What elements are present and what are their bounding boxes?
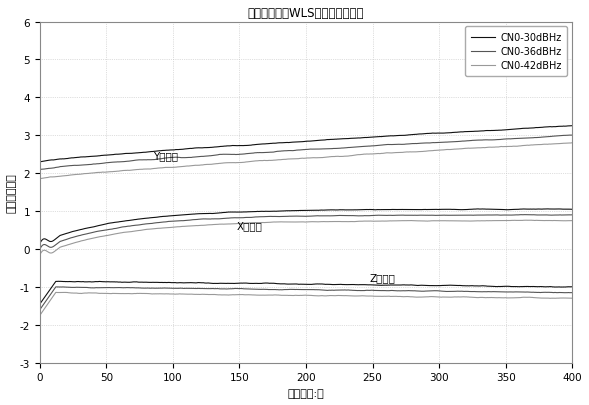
Legend: CN0-30dBHz, CN0-36dBHz, CN0-42dBHz: CN0-30dBHz, CN0-36dBHz, CN0-42dBHz xyxy=(465,27,567,77)
CN0-30dBHz xyxy=(64,157,71,162)
Title: 不同载噪比下WLS对应的结果偏差: 不同载噪比下WLS对应的结果偏差 xyxy=(248,7,364,20)
CN0-30dBHz xyxy=(37,160,44,165)
Line: CN0-36dBHz: CN0-36dBHz xyxy=(40,136,573,170)
CN0-30dBHz xyxy=(281,141,288,145)
Text: Z轴方向: Z轴方向 xyxy=(370,273,396,282)
CN0-42dBHz xyxy=(553,142,560,147)
CN0-30dBHz xyxy=(553,125,560,130)
CN0-42dBHz xyxy=(455,147,462,152)
CN0-30dBHz xyxy=(569,124,576,129)
CN0-36dBHz xyxy=(64,164,71,169)
CN0-36dBHz xyxy=(455,139,462,144)
CN0-30dBHz xyxy=(553,125,560,130)
CN0-36dBHz xyxy=(553,134,560,139)
CN0-30dBHz xyxy=(568,124,575,129)
CN0-36dBHz xyxy=(295,148,302,153)
CN0-36dBHz xyxy=(569,133,576,138)
Y-axis label: 位置偏差：米: 位置偏差：米 xyxy=(7,173,17,213)
CN0-42dBHz xyxy=(64,174,71,179)
CN0-42dBHz xyxy=(37,177,44,182)
Text: X轴方向: X轴方向 xyxy=(237,221,263,230)
Line: CN0-42dBHz: CN0-42dBHz xyxy=(40,143,573,179)
CN0-36dBHz xyxy=(37,168,44,173)
CN0-42dBHz xyxy=(281,158,288,162)
CN0-36dBHz xyxy=(553,134,560,139)
Line: CN0-30dBHz: CN0-30dBHz xyxy=(40,126,573,162)
Text: Y轴方向: Y轴方向 xyxy=(153,151,178,161)
CN0-42dBHz xyxy=(295,157,302,162)
CN0-30dBHz xyxy=(455,130,462,135)
CN0-36dBHz xyxy=(567,133,574,138)
CN0-42dBHz xyxy=(553,142,560,147)
X-axis label: 时间历元:秒: 时间历元:秒 xyxy=(287,388,325,398)
CN0-42dBHz xyxy=(569,141,576,146)
CN0-30dBHz xyxy=(295,140,302,145)
CN0-36dBHz xyxy=(281,149,288,154)
CN0-42dBHz xyxy=(568,141,575,146)
